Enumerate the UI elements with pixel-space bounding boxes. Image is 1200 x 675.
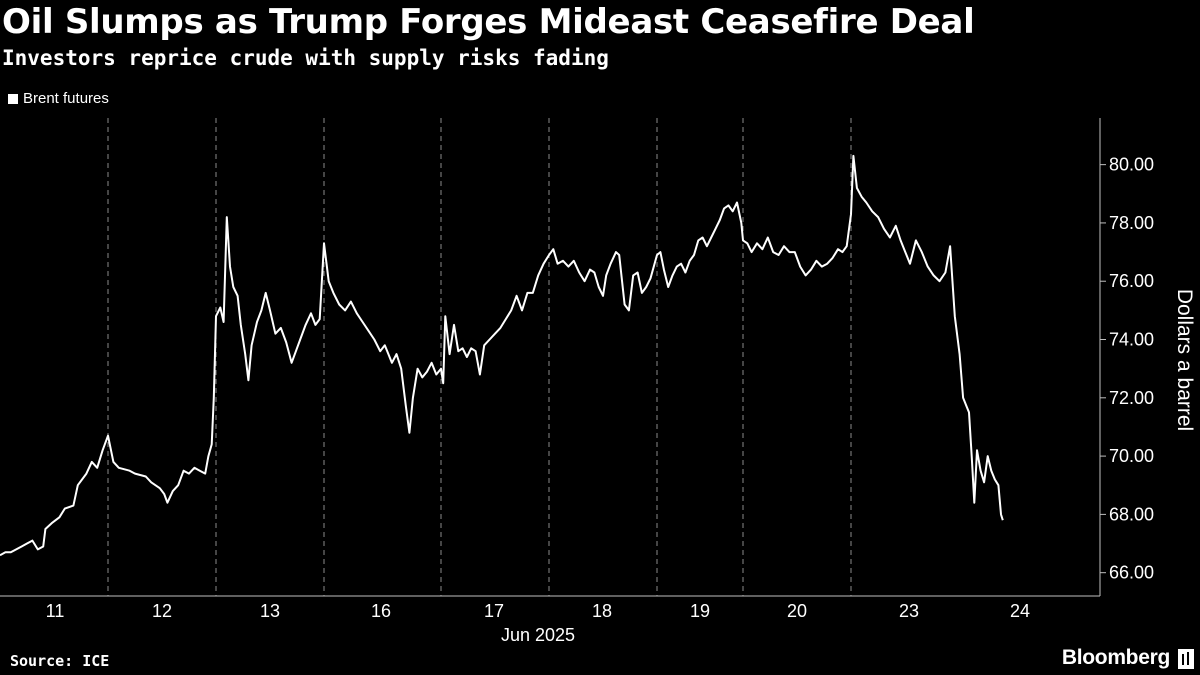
- x-tick-label: 17: [484, 601, 504, 621]
- x-tick-label: 24: [1010, 601, 1030, 621]
- legend-label: Brent futures: [23, 90, 109, 107]
- y-tick-label: 68.00: [1109, 504, 1154, 524]
- y-axis: 66.00 68.00 70.00 72.00 74.00 76.00 78.00 80.00: [1099, 118, 1154, 596]
- chart-title: Oil Slumps as Trump Forges Mideast Cease…: [2, 2, 975, 42]
- y-tick-label: 78.00: [1109, 213, 1154, 233]
- x-tick-label: 18: [592, 601, 612, 621]
- x-axis: 11 12 13 16 17 18 19 20 23 24: [0, 595, 1100, 621]
- x-tick-label: 20: [787, 601, 807, 621]
- bloomberg-icon: [1178, 649, 1194, 669]
- session-dividers: [107, 118, 852, 596]
- y-tick-label: 74.00: [1109, 330, 1154, 350]
- x-tick-label: 23: [899, 601, 919, 621]
- chart-subtitle: Investors reprice crude with supply risk…: [2, 46, 609, 70]
- y-tick-label: 80.00: [1109, 155, 1154, 175]
- bloomberg-logo: Bloomberg: [1061, 646, 1170, 669]
- y-tick-label: 76.00: [1109, 271, 1154, 291]
- y-tick-label: 70.00: [1109, 446, 1154, 466]
- series-lines: [0, 154, 1004, 557]
- y-axis-label: Dollars a barrel: [1173, 289, 1196, 431]
- x-tick-label: 12: [152, 601, 172, 621]
- series-line-brent-futures: [0, 154, 1004, 557]
- x-tick-label: 13: [260, 601, 280, 621]
- source-note: Source: ICE: [10, 652, 110, 670]
- x-tick-label: 19: [690, 601, 710, 621]
- y-tick-label: 72.00: [1109, 388, 1154, 408]
- legend: Brent futures: [8, 90, 109, 107]
- y-tick-label: 66.00: [1109, 563, 1154, 583]
- x-tick-label: 16: [371, 601, 391, 621]
- legend-swatch: [8, 93, 18, 104]
- x-axis-label: Jun 2025: [501, 625, 575, 645]
- x-tick-label: 11: [46, 601, 65, 621]
